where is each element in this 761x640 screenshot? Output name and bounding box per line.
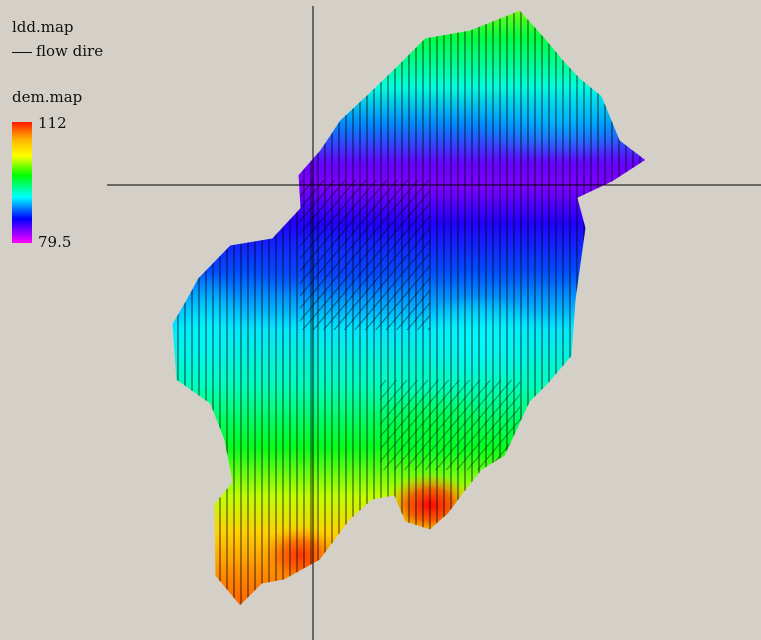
dem-layer-title: dem.map: [12, 88, 83, 106]
flow-line-symbol: [12, 51, 32, 53]
dem-max-label: 112: [38, 114, 67, 132]
map-legend: ldd.map flow dire dem.map 112 79.5: [0, 0, 104, 260]
ldd-layer-title: ldd.map: [12, 18, 74, 36]
flow-direction-entry: flow dire: [12, 42, 103, 60]
dem-min-label: 79.5: [38, 233, 72, 251]
elevation-color-ramp: [12, 122, 32, 243]
flow-direction-label: flow dire: [36, 42, 104, 60]
dem-raster: [172, 10, 646, 606]
